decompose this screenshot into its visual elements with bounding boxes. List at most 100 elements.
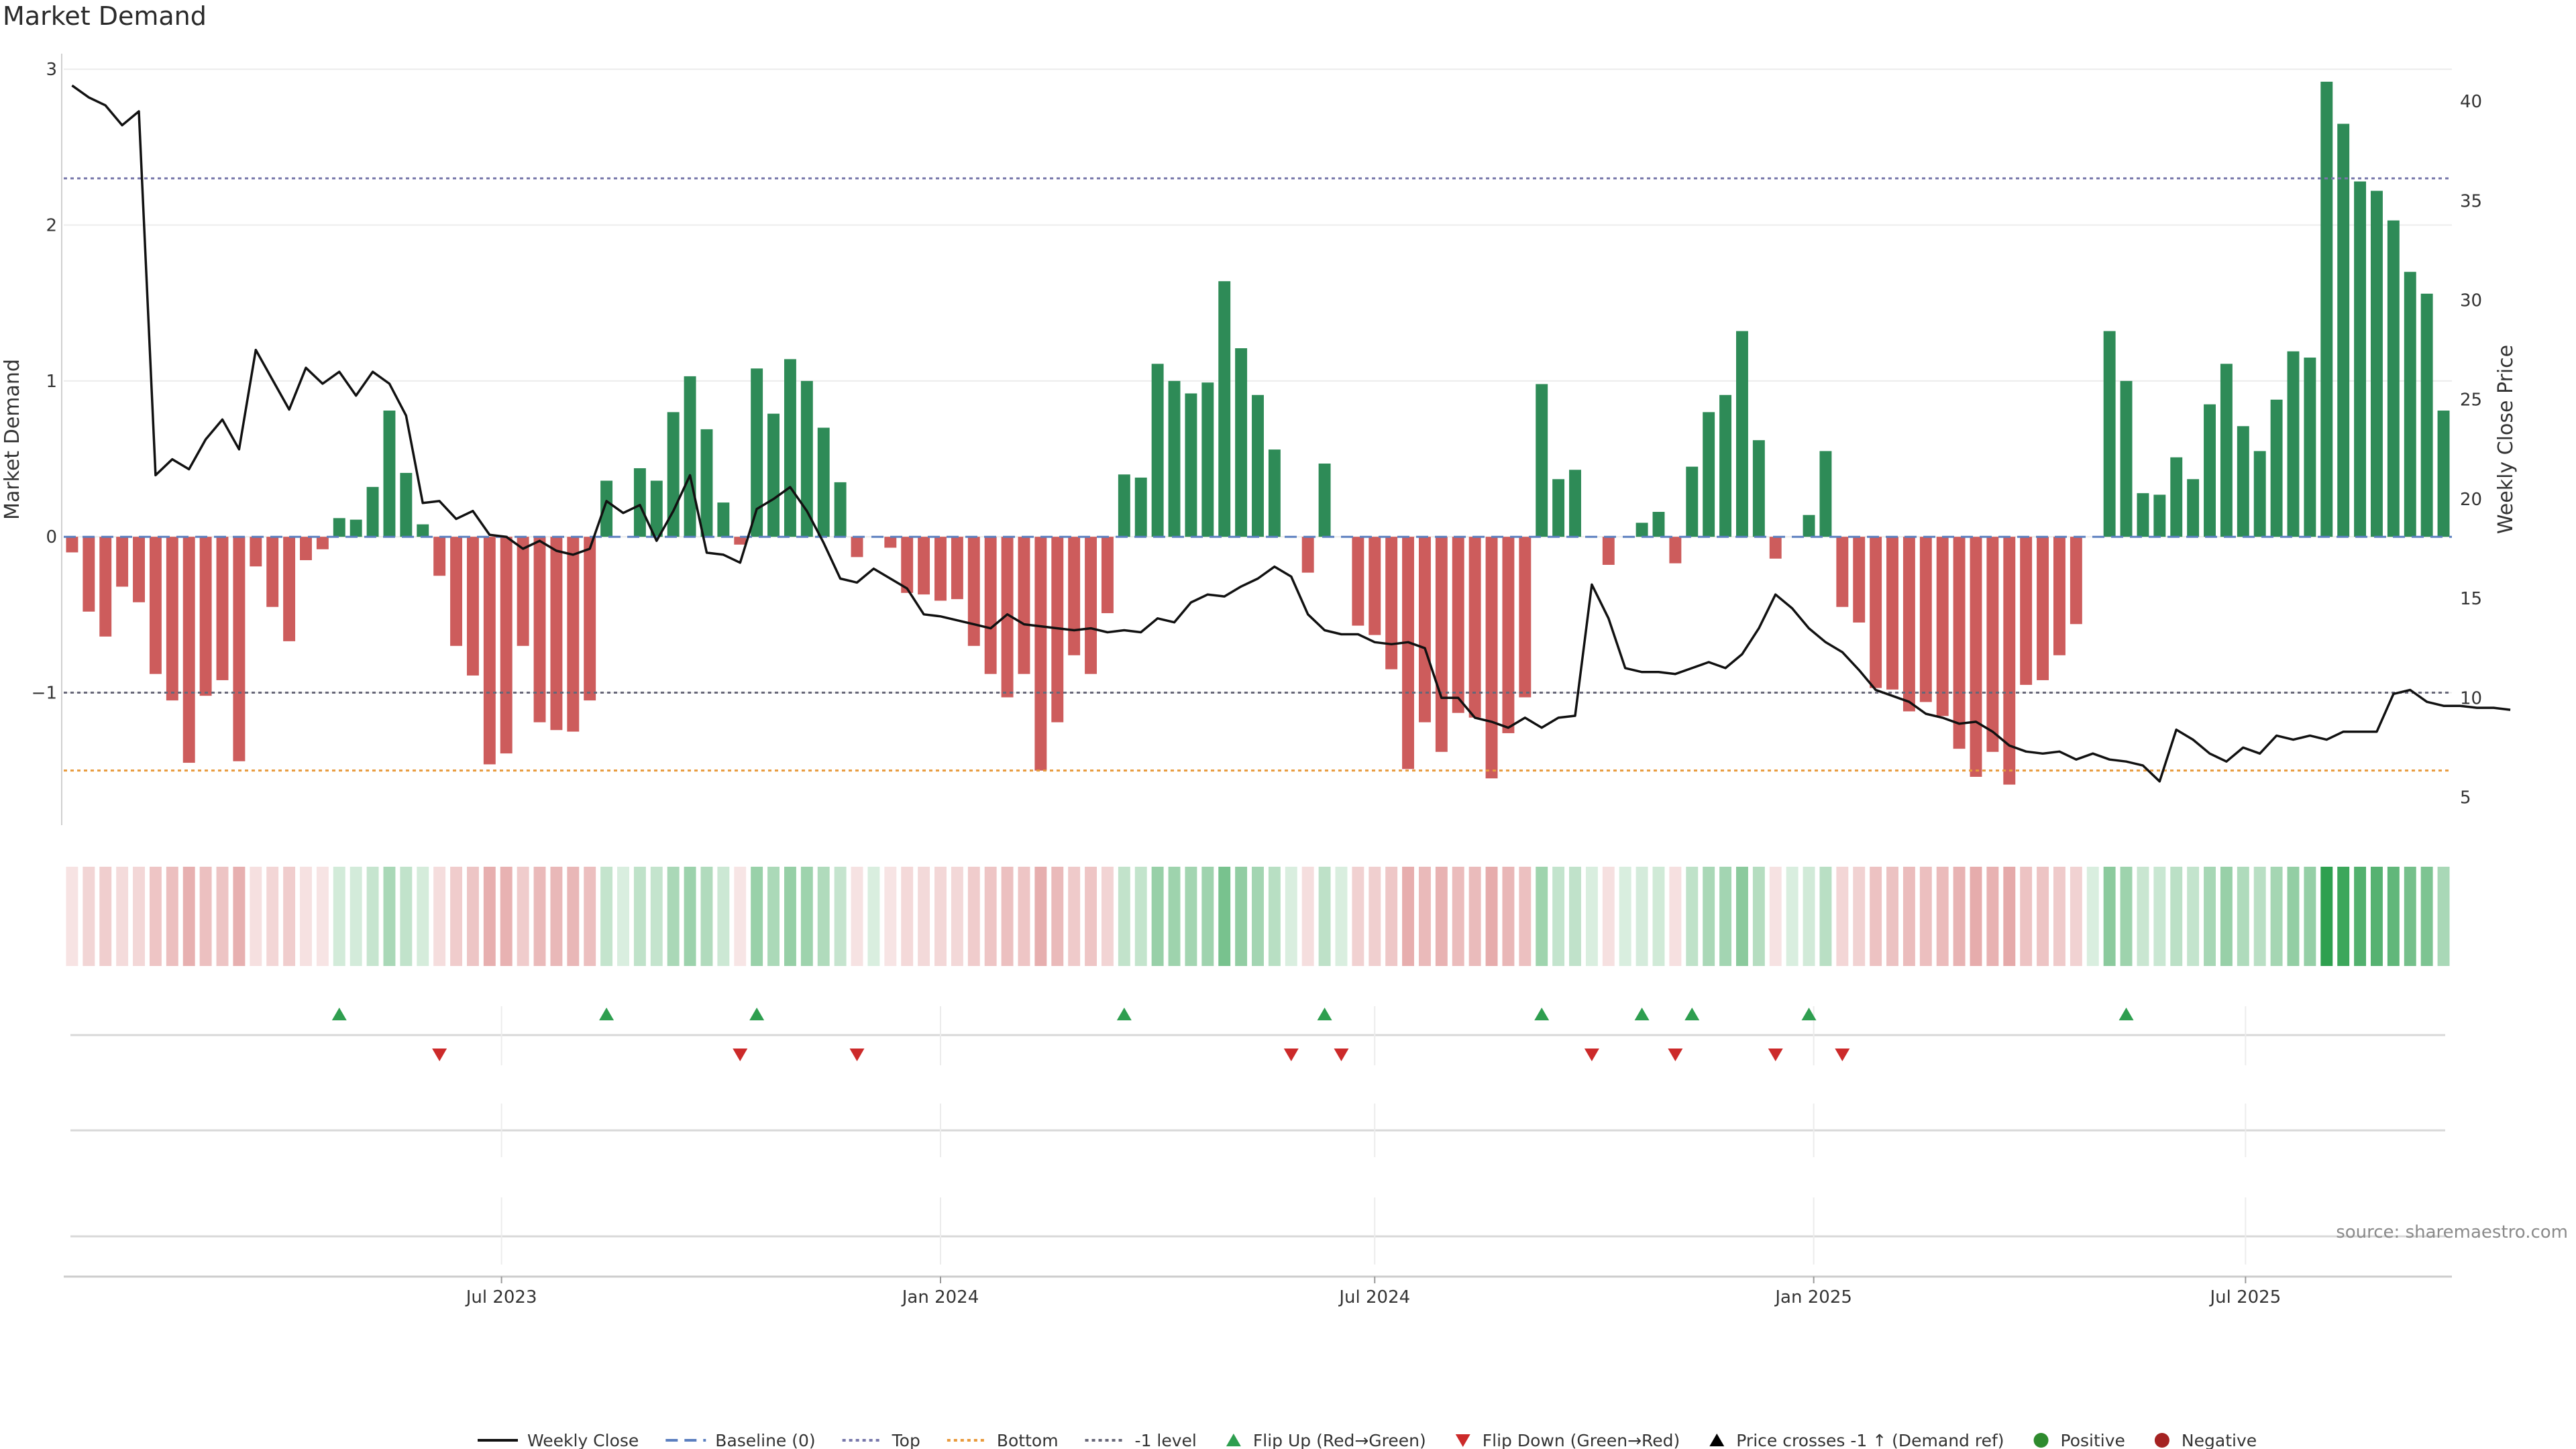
negative-bar — [1435, 537, 1448, 752]
heat-cell — [1819, 867, 1832, 966]
heat-cell — [1168, 867, 1181, 966]
positive-bar — [1719, 394, 1732, 537]
heat-cell — [1201, 867, 1214, 966]
heat-cell — [1669, 867, 1682, 966]
heat-cell — [1485, 867, 1498, 966]
legend-swatch-flip-down — [1455, 1434, 1470, 1447]
legend-label: -1 level — [1135, 1431, 1197, 1449]
negative-bar — [951, 537, 963, 600]
positive-bar — [1151, 364, 1164, 537]
positive-bar — [751, 368, 763, 537]
positive-bar — [1235, 348, 1248, 537]
positive-bar — [1118, 474, 1130, 537]
legend-item: Baseline (0) — [665, 1431, 816, 1449]
negative-bar — [450, 537, 462, 646]
heat-cell — [584, 867, 596, 966]
flip-down-marker — [432, 1049, 447, 1061]
heat-cell — [1919, 867, 1932, 966]
positive-bar — [1536, 384, 1548, 537]
negative-bar — [1853, 537, 1866, 623]
negative-bar — [182, 537, 195, 763]
heat-cell — [1018, 867, 1030, 966]
heat-cell — [2437, 867, 2450, 966]
negative-bar — [199, 537, 212, 696]
positive-bar — [350, 519, 362, 537]
negative-bar — [984, 537, 997, 674]
heat-cell — [1519, 867, 1532, 966]
negative-bar — [1368, 537, 1381, 635]
heat-cell — [2287, 867, 2300, 966]
positive-bar — [2120, 380, 2133, 537]
heat-cell — [1418, 867, 1431, 966]
heat-cell — [1569, 867, 1581, 966]
heat-cell — [383, 867, 396, 966]
heat-cell — [1853, 867, 1866, 966]
negative-bar — [1970, 537, 1982, 777]
flip-up-marker — [331, 1008, 347, 1020]
heat-cell — [1034, 867, 1047, 966]
chart-title: Market Demand — [3, 1, 207, 31]
positive-bar — [1703, 412, 1715, 537]
negative-bar — [1085, 537, 1097, 674]
negative-bar — [66, 537, 78, 553]
positive-bar — [2270, 399, 2283, 537]
negative-bar — [1051, 537, 1064, 722]
heat-cell — [567, 867, 580, 966]
heat-cell — [1335, 867, 1348, 966]
negative-bar — [2003, 537, 2016, 785]
positive-bar — [2170, 457, 2183, 537]
heat-cell — [450, 867, 462, 966]
heat-cell — [1085, 867, 1097, 966]
heat-cell — [800, 867, 813, 966]
y2-tick-label: 25 — [2460, 390, 2482, 411]
heat-cell — [366, 867, 379, 966]
heat-cell — [1268, 867, 1281, 966]
heat-cell — [1585, 867, 1598, 966]
flip-up-marker — [1116, 1008, 1132, 1020]
heat-cell — [617, 867, 629, 966]
heat-cell — [2137, 867, 2149, 966]
heat-cell — [784, 867, 796, 966]
heat-cell — [1301, 867, 1314, 966]
y2-tick-label: 20 — [2460, 490, 2482, 510]
positive-bar — [1652, 512, 1665, 537]
heat-cell — [1134, 867, 1147, 966]
x-tick-label: Jan 2024 — [901, 1287, 979, 1307]
positive-bar — [2187, 479, 2200, 537]
negative-bar — [83, 537, 95, 612]
positive-bar — [1635, 523, 1648, 537]
y-tick-label: −1 — [32, 684, 57, 704]
heat-cell — [417, 867, 429, 966]
heat-cell — [517, 867, 529, 966]
heat-cell — [2387, 867, 2400, 966]
positive-bar — [2204, 404, 2216, 537]
positive-bar — [2371, 191, 2383, 537]
negative-bar — [1936, 537, 1949, 716]
positive-bar — [1569, 470, 1581, 537]
heat-cell — [2237, 867, 2249, 966]
heat-cell — [166, 867, 178, 966]
negative-bar — [1769, 537, 1782, 559]
heat-cell — [600, 867, 613, 966]
flip-down-marker — [1584, 1049, 1599, 1061]
legend-label: Bottom — [997, 1431, 1059, 1449]
positive-bar — [2287, 351, 2300, 537]
negative-bar — [149, 537, 162, 674]
positive-bar — [2237, 426, 2249, 537]
positive-bar — [1218, 281, 1231, 537]
positive-bar — [1168, 380, 1181, 537]
negative-bar — [1919, 537, 1932, 702]
negative-bar — [266, 537, 279, 607]
heat-cell — [2070, 867, 2082, 966]
positive-bar — [2437, 411, 2450, 537]
positive-bar — [2420, 293, 2433, 537]
negative-bar — [918, 537, 930, 595]
heat-cell — [1101, 867, 1114, 966]
heat-cell — [182, 867, 195, 966]
legend-item: Flip Down (Green→Red) — [1455, 1431, 1680, 1449]
heat-cell — [2053, 867, 2065, 966]
legend-label: Top — [892, 1431, 920, 1449]
negative-bar — [1452, 537, 1464, 713]
heat-cell — [934, 867, 947, 966]
positive-bar — [800, 380, 813, 537]
